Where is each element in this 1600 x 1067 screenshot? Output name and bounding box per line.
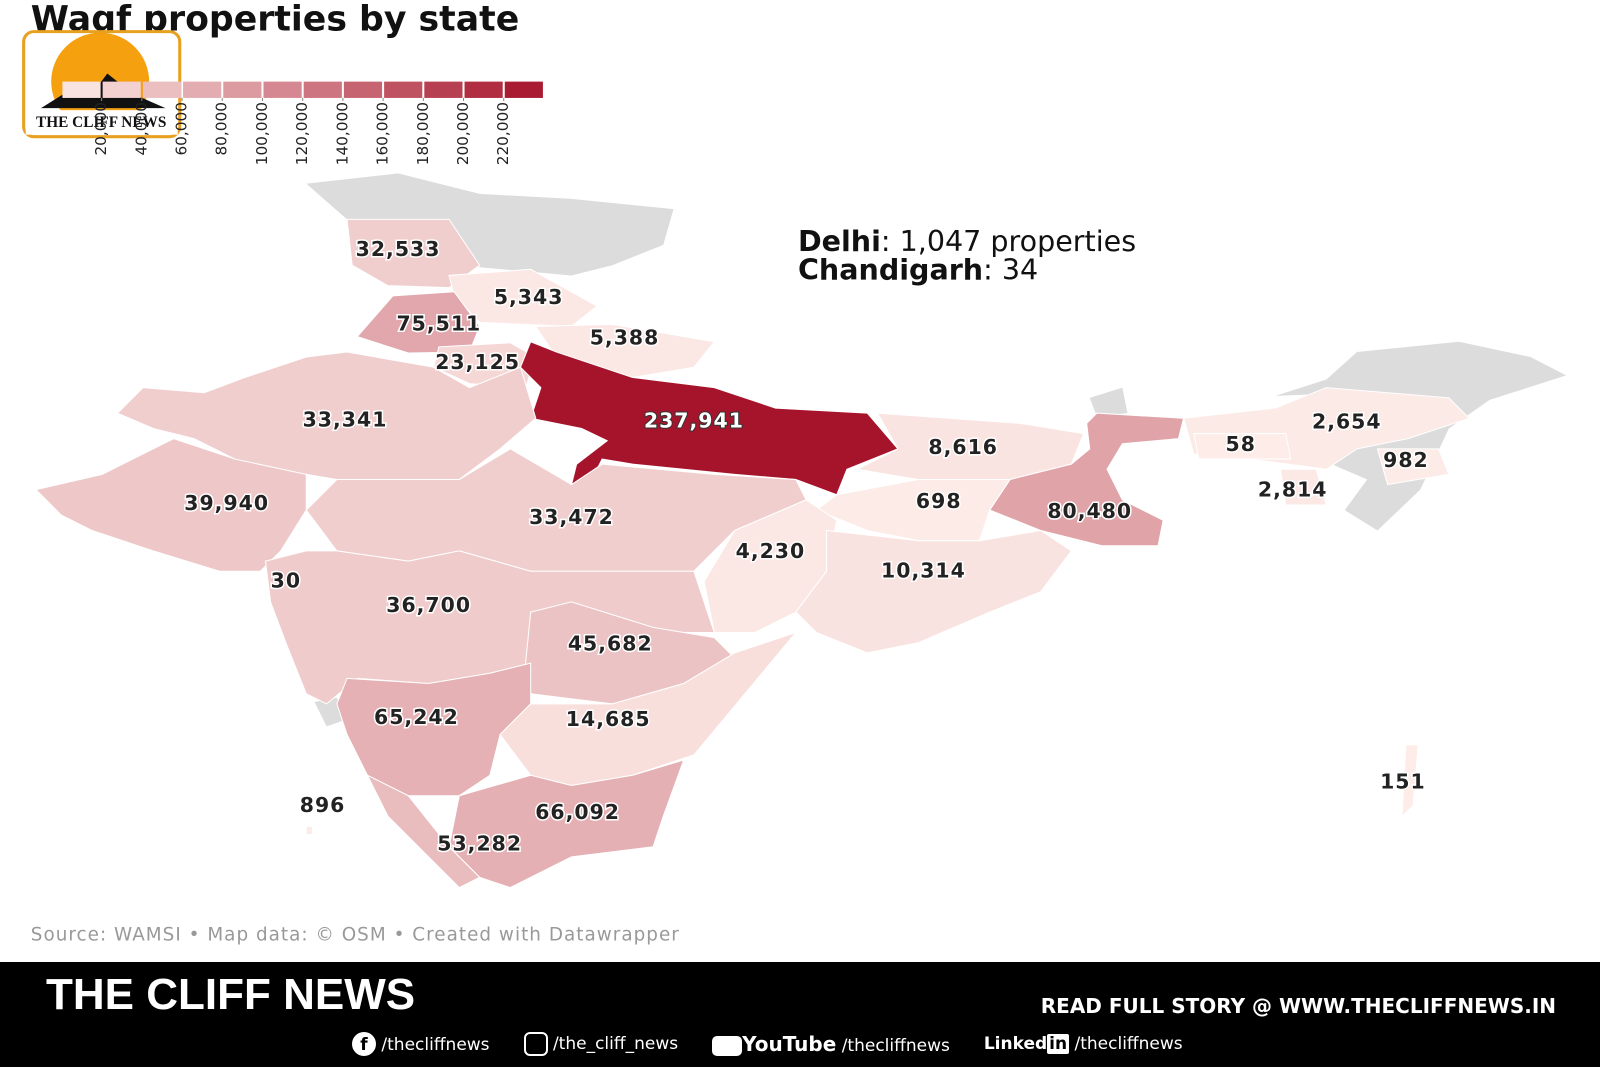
legend-swatch bbox=[504, 81, 543, 98]
social-label: Linked bbox=[983, 1034, 1048, 1054]
cta: READ FULL STORY @ WWW.THECLIFFNEWS.IN bbox=[1040, 994, 1556, 1018]
region-label: 53,282 bbox=[437, 832, 522, 856]
region bbox=[988, 412, 1185, 547]
legend-swatch bbox=[343, 81, 383, 98]
chart: Waqf properties by state properties 32,5… bbox=[22, 0, 1567, 946]
legend-tick-label: 180,000 bbox=[414, 102, 432, 165]
region-label: 80,480 bbox=[1047, 499, 1132, 523]
region-label: 36,700 bbox=[386, 593, 471, 617]
region-label: 58 bbox=[1225, 432, 1255, 456]
region-label: 33,472 bbox=[529, 505, 614, 529]
instagram-icon bbox=[523, 1032, 548, 1056]
legend-swatch bbox=[183, 81, 222, 98]
no-data-region bbox=[1089, 387, 1128, 417]
source: Source: WAMSI • Map data: © OSM • Create… bbox=[31, 925, 680, 946]
region-label: 33,341 bbox=[303, 407, 388, 431]
no-data-region bbox=[1275, 341, 1567, 531]
logo-text: THE CLIFF NEWS bbox=[36, 114, 166, 131]
annotation-text: : 34 bbox=[983, 253, 1038, 287]
region-label: 66,092 bbox=[535, 800, 620, 824]
social-handle: /thecliffnews bbox=[841, 1036, 950, 1056]
region bbox=[336, 662, 532, 797]
legend-swatch bbox=[223, 81, 262, 98]
region bbox=[1279, 468, 1328, 506]
region-label: 2,654 bbox=[1312, 409, 1382, 433]
region bbox=[1401, 744, 1419, 818]
legend-tick-label: 200,000 bbox=[454, 102, 472, 165]
annotation-name: Delhi bbox=[798, 224, 881, 258]
legend-swatch bbox=[464, 81, 503, 98]
legend-swatch bbox=[142, 81, 182, 98]
annotation-text: : 1,047 properties bbox=[881, 224, 1136, 258]
region-label: 982 bbox=[1383, 448, 1429, 472]
social-label: YouTube bbox=[742, 1032, 837, 1056]
region bbox=[1376, 448, 1450, 486]
social-badge: in bbox=[1047, 1034, 1070, 1054]
region-label: 4,230 bbox=[736, 539, 806, 563]
region bbox=[815, 478, 1012, 542]
region-label: 10,314 bbox=[881, 558, 966, 582]
region bbox=[499, 631, 798, 787]
region bbox=[34, 438, 307, 572]
region-label: 75,511 bbox=[396, 311, 481, 335]
social-linkedin[interactable]: Linked in /thecliffnews bbox=[984, 1034, 1183, 1054]
legend-swatch bbox=[384, 81, 423, 98]
region-label: 65,242 bbox=[374, 705, 459, 729]
legend-swatch bbox=[102, 81, 141, 98]
region-label: 896 bbox=[300, 793, 346, 817]
region-label: 23,125 bbox=[435, 350, 520, 374]
region-label: 151 bbox=[1380, 769, 1426, 793]
legend-swatch bbox=[424, 81, 463, 98]
legend-tick-label: 220,000 bbox=[494, 102, 512, 165]
region bbox=[346, 218, 481, 289]
logo-band bbox=[25, 110, 178, 135]
region bbox=[795, 529, 1073, 654]
region-label: 8,616 bbox=[928, 435, 998, 459]
region bbox=[366, 774, 481, 889]
legend-tick-label: 140,000 bbox=[333, 102, 351, 165]
legend-swatch bbox=[62, 81, 101, 98]
region-label: 45,682 bbox=[568, 632, 653, 656]
social-youtube[interactable]: YouTube /thecliffnews bbox=[712, 1032, 950, 1056]
annotation-name: Chandigarh bbox=[798, 253, 983, 287]
legend-tick-label: 120,000 bbox=[293, 102, 311, 165]
socials: f /thecliffnews /the_cliff_news YouTube … bbox=[352, 1032, 1183, 1056]
region bbox=[519, 341, 899, 496]
annotation: Chandigarh: 34 bbox=[798, 253, 1038, 287]
region-label: 30 bbox=[271, 568, 301, 592]
legend-tick-label: 100,000 bbox=[253, 102, 271, 165]
legend-tick-label: 20,000 bbox=[92, 102, 110, 156]
legend-tick-label: 40,000 bbox=[132, 102, 150, 156]
region-label: 2,814 bbox=[1258, 478, 1328, 502]
social-facebook[interactable]: f /thecliffnews bbox=[352, 1032, 490, 1056]
legend-tick-label: 60,000 bbox=[173, 102, 191, 156]
region-label: 39,940 bbox=[184, 491, 269, 515]
social-instagram[interactable]: /the_cliff_news bbox=[523, 1032, 679, 1056]
footer: THE CLIFF NEWS READ FULL STORY @ WWW.THE… bbox=[0, 962, 1600, 1067]
region-label: 32,533 bbox=[356, 237, 441, 261]
annotation: Delhi: 1,047 properties bbox=[798, 224, 1136, 258]
region-label: 14,685 bbox=[566, 707, 651, 731]
region bbox=[305, 825, 313, 835]
region-label: 698 bbox=[916, 489, 962, 513]
youtube-icon bbox=[712, 1036, 743, 1056]
facebook-icon: f bbox=[352, 1032, 376, 1056]
social-handle: /thecliffnews bbox=[1074, 1034, 1183, 1054]
region-label: 237,941 bbox=[644, 408, 744, 432]
region-label: 5,388 bbox=[590, 326, 660, 350]
region bbox=[1193, 433, 1292, 460]
brand-name: THE CLIFF NEWS bbox=[46, 970, 416, 1019]
legend-swatch bbox=[263, 81, 302, 98]
region-label: 5,343 bbox=[494, 285, 564, 309]
legend-swatch bbox=[303, 81, 342, 98]
legend-tick-label: 80,000 bbox=[213, 102, 231, 156]
social-handle: /thecliffnews bbox=[381, 1035, 490, 1055]
no-data-region bbox=[306, 173, 674, 276]
social-handle: /the_cliff_news bbox=[552, 1034, 679, 1054]
legend-tick-label: 160,000 bbox=[374, 102, 392, 165]
